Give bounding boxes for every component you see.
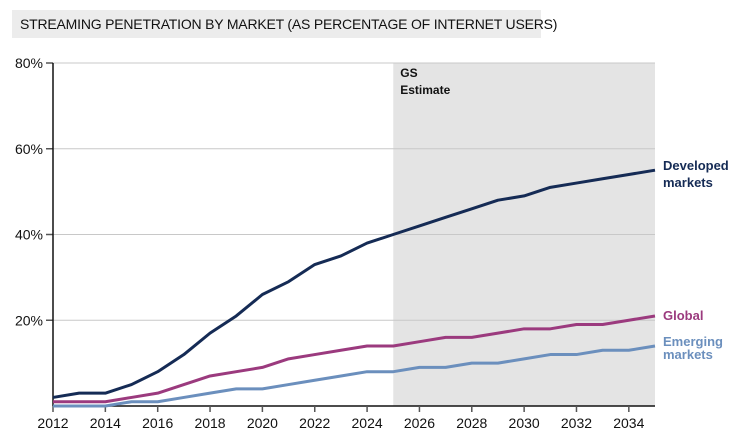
y-tick-label: 40% — [15, 227, 43, 243]
y-tick-label: 60% — [15, 141, 43, 157]
x-tick-label: 2016 — [142, 415, 173, 431]
x-tick-label: 2014 — [90, 415, 121, 431]
x-tick-label: 2018 — [194, 415, 225, 431]
series-line-global — [53, 314, 656, 404]
x-tick-label: 2032 — [561, 415, 592, 431]
estimate-label-line2: Estimate — [400, 83, 450, 97]
x-tick-label: 2022 — [299, 415, 330, 431]
y-tick-label: 20% — [15, 312, 43, 328]
series-label-emerging-markets: Emerging — [663, 334, 723, 349]
series-label-developed-markets: Developed — [663, 158, 729, 173]
series-line-emerging-markets — [53, 344, 656, 408]
x-tick-label: 2026 — [404, 415, 435, 431]
chart-title: STREAMING PENETRATION BY MARKET (AS PERC… — [20, 16, 558, 32]
x-tick-label: 2012 — [37, 415, 68, 431]
x-tick-label: 2030 — [509, 415, 540, 431]
x-tick-label: 2020 — [247, 415, 278, 431]
series-label-emerging-markets: markets — [663, 347, 713, 362]
series-line-developed-markets — [52, 168, 656, 399]
y-tick-label: 80% — [15, 55, 43, 71]
x-tick-label: 2024 — [352, 415, 383, 431]
chart-title-box: STREAMING PENETRATION BY MARKET (AS PERC… — [12, 10, 557, 38]
x-tick-label: 2034 — [613, 415, 644, 431]
estimate-label-line1: GS — [400, 66, 417, 80]
x-tick-label: 2028 — [456, 415, 487, 431]
series-label-global: Global — [663, 308, 703, 323]
series-label-developed-markets: markets — [663, 175, 713, 190]
